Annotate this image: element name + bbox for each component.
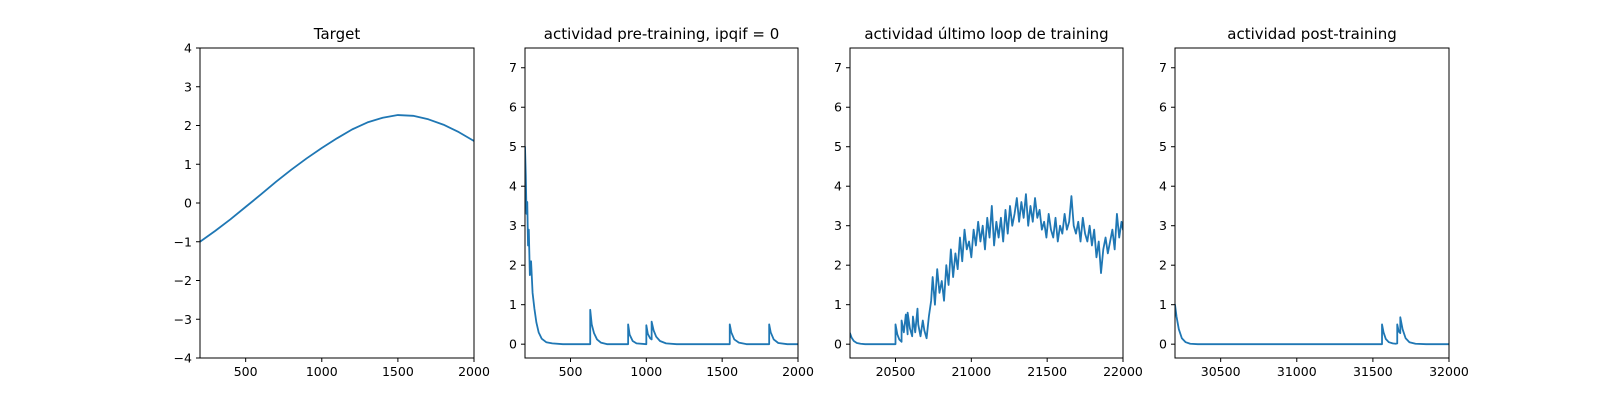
y-tick-label: 5: [1159, 139, 1167, 154]
y-tick-label: 3: [834, 218, 842, 233]
y-tick-label: −4: [174, 351, 192, 366]
x-tick-label: 21000: [951, 364, 991, 379]
y-tick-label: 1: [1159, 297, 1167, 312]
x-tick-label: 500: [234, 364, 258, 379]
x-tick-label: 1000: [630, 364, 662, 379]
y-tick-label: 7: [1159, 60, 1167, 75]
x-tick-label: 31500: [1353, 364, 1393, 379]
chart-title: actividad post-training: [1227, 25, 1396, 43]
y-tick-label: 3: [1159, 218, 1167, 233]
plot-frame: [524, 47, 799, 359]
y-tick-label: 5: [834, 139, 842, 154]
x-tick-label: 32000: [1429, 364, 1469, 379]
y-tick-label: 6: [834, 100, 842, 115]
chart-title: actividad pre-training, ipqif = 0: [544, 25, 780, 43]
plot-frame: [1174, 47, 1450, 359]
series-line-3-1: [850, 193, 1123, 346]
series-line-1-1: [200, 114, 474, 243]
x-tick-label: 1500: [382, 364, 414, 379]
plot-frame: [849, 47, 1124, 359]
x-tick-label: 20500: [876, 364, 916, 379]
series-line-2-1: [525, 145, 798, 346]
y-tick-label: 0: [184, 196, 192, 211]
y-tick-label: 2: [184, 118, 192, 133]
y-tick-label: 4: [834, 179, 842, 194]
plot-frame: [199, 47, 475, 359]
y-tick-label: 5: [509, 139, 517, 154]
chart-panel-1: Target 500 1000 1500 2000 −4 −3 −2 −1 0 1 2 3 4: [174, 25, 490, 379]
y-tick-label: 7: [509, 60, 517, 75]
chart-title: Target: [313, 25, 361, 43]
y-tick-label: 4: [184, 41, 192, 56]
y-tick-label: 1: [184, 157, 192, 172]
x-tick-label: 31000: [1277, 364, 1317, 379]
y-tick-label: 0: [834, 337, 842, 352]
y-tick-label: 2: [509, 258, 517, 273]
y-tick-label: 4: [509, 179, 517, 194]
x-tick-label: 2000: [782, 364, 814, 379]
y-tick-label: 1: [509, 297, 517, 312]
y-tick-label: 0: [509, 337, 517, 352]
y-tick-label: 6: [1159, 100, 1167, 115]
x-tick-label: 30500: [1201, 364, 1241, 379]
chart-panel-2: actividad pre-training, ipqif = 0 500 1000…: [509, 25, 814, 379]
y-tick-label: −3: [174, 312, 192, 327]
chart-title: actividad último loop de training: [864, 25, 1108, 43]
x-tick-label: 2000: [458, 364, 490, 379]
y-tick-label: 4: [1159, 179, 1167, 194]
x-tick-label: 1000: [306, 364, 338, 379]
x-tick-label: 500: [559, 364, 583, 379]
x-tick-label: 22000: [1103, 364, 1143, 379]
series-line-4-1: [1175, 303, 1449, 346]
y-tick-label: 6: [509, 100, 517, 115]
x-tick-label: 1500: [706, 364, 738, 379]
y-tick-label: 0: [1159, 337, 1167, 352]
x-tick-label: 21500: [1027, 364, 1067, 379]
y-tick-label: −1: [174, 234, 192, 249]
y-tick-label: 3: [184, 79, 192, 94]
y-tick-label: 1: [834, 297, 842, 312]
y-tick-label: 3: [509, 218, 517, 233]
y-tick-label: −2: [174, 273, 192, 288]
y-tick-label: 2: [834, 258, 842, 273]
y-tick-label: 2: [1159, 258, 1167, 273]
y-tick-label: 7: [834, 60, 842, 75]
